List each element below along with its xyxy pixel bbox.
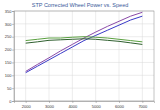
chart: STP Corrected Wheel Power vs. Speed20003… [0,0,160,110]
x-tick-mark [142,101,143,103]
x-tick: 6000 [115,101,125,109]
y-tick-label: 350 [5,9,12,14]
y-tick: 250 [5,34,14,39]
y-tick: 350 [5,9,14,14]
series-line [26,12,143,71]
y-tick-mark [12,24,14,25]
y-tick-mark [12,88,14,89]
x-axis-line [15,102,155,104]
grid-line-x [49,11,50,101]
x-tick: 5000 [92,101,102,109]
y-tick-mark [12,50,14,51]
y-tick-mark [12,37,14,38]
grid-line-y [14,62,154,63]
y-tick-mark [12,101,14,102]
x-tick-label: 4000 [68,104,78,109]
y-tick: 300 [5,22,14,27]
y-tick-mark [12,62,14,63]
x-tick-label: 7000 [138,104,148,109]
y-tick: 50 [7,86,14,91]
x-tick: 3000 [45,101,55,109]
y-tick: 0 [9,99,14,104]
x-tick-mark [72,101,73,103]
y-tick: 100 [5,73,14,78]
grid-line-x [95,11,96,101]
grid-line-x [142,11,143,101]
series-line [26,39,143,45]
x-tick-mark [96,101,97,103]
plot-area [26,12,143,72]
grid-line-y [14,49,154,50]
x-tick-mark [49,101,50,103]
y-tick-label: 100 [5,73,12,78]
y-axis-line [12,12,15,102]
y-tick-mark [12,11,14,12]
x-axis: 2000 3000 4000 5000 6000 7000 [15,101,155,109]
grid-line-y [14,88,154,89]
y-tick-label: 200 [5,47,12,52]
y-tick-label: 150 [5,60,12,65]
y-tick: 150 [5,60,14,65]
x-tick: 7000 [138,101,148,109]
grid [14,11,154,101]
y-tick-label: 300 [5,22,12,27]
y-tick-label: 250 [5,34,12,39]
background [0,0,160,110]
y-tick-label: 50 [7,86,12,91]
y-tick-mark [12,75,14,76]
plot-frame [14,11,154,101]
grid-line-x [25,11,26,101]
x-tick-mark [119,101,120,103]
x-tick-label: 3000 [45,104,55,109]
y-tick: 200 [5,47,14,52]
x-tick: 2000 [22,101,32,109]
x-tick: 4000 [68,101,78,109]
x-tick-mark [26,101,27,103]
grid-line-x [72,11,73,101]
x-tick-label: 2000 [22,104,32,109]
grid-line-y [14,75,154,76]
x-tick-label: 6000 [115,104,125,109]
grid-line-y [14,23,154,24]
y-axis: 0 50 100 150 200 250 300 350 [5,9,15,104]
series-line [26,16,143,73]
y-tick-label: 0 [9,99,12,104]
x-tick-label: 5000 [92,104,102,109]
title: STP Corrected Wheel Power vs. Speed [32,2,129,8]
